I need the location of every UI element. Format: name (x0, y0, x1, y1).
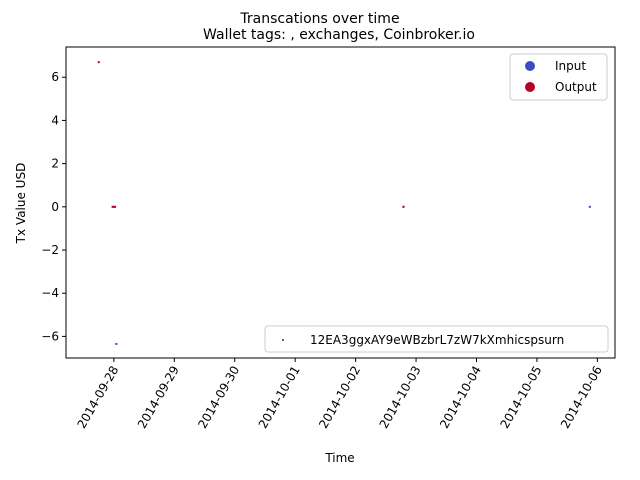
legend-marker (525, 61, 535, 71)
y-axis-label: Tx Value USD (14, 163, 28, 245)
y-tick-label: −2 (41, 243, 59, 257)
y-axis: −6 −4 −2 0 2 4 6 (41, 70, 66, 343)
output-point (114, 205, 117, 208)
output-point (111, 205, 114, 208)
y-tick-label: −6 (41, 329, 59, 343)
chart-suptitle: Transcations over time (239, 11, 399, 27)
x-tick-label: 2014-10-03 (377, 364, 424, 431)
legend-top-right: Input Output (509, 53, 608, 101)
x-tick-label: 2014-10-06 (558, 364, 605, 431)
y-tick-label: 0 (51, 200, 59, 214)
legend-marker (525, 82, 535, 92)
y-tick-label: 2 (51, 157, 59, 171)
x-axis-label: Time (324, 451, 354, 465)
x-tick-label: 2014-09-29 (135, 364, 182, 431)
input-point (588, 205, 591, 208)
output-point (402, 205, 405, 208)
x-tick-label: 2014-10-05 (498, 364, 545, 431)
chart-title: Wallet tags: , exchanges, Coinbroker.io (203, 27, 475, 43)
x-tick-label: 2014-10-01 (256, 364, 303, 431)
input-point (115, 342, 118, 345)
legend-label: Output (555, 80, 597, 94)
y-tick-label: −4 (41, 286, 59, 300)
legend-label: Input (555, 59, 586, 73)
x-tick-label: 2014-10-04 (437, 364, 484, 431)
legend-label: 12EA3ggxAY9eWBzbrL7zW7kXmhicspsurn (310, 333, 564, 347)
x-tick-label: 2014-10-02 (316, 364, 363, 431)
output-point (97, 61, 100, 64)
legend-marker (282, 339, 284, 341)
data-points (97, 61, 591, 345)
plot-area (65, 46, 616, 359)
legend-bottom-right: 12EA3ggxAY9eWBzbrL7zW7kXmhicspsurn (264, 325, 609, 353)
y-tick-label: 4 (51, 113, 59, 127)
x-axis: 2014-09-28 2014-09-29 2014-09-30 2014-10-01… (74, 358, 605, 431)
y-tick-label: 6 (51, 70, 59, 84)
output-point (112, 205, 115, 208)
x-tick-label: 2014-09-28 (74, 364, 121, 431)
x-tick-label: 2014-09-30 (195, 364, 242, 431)
